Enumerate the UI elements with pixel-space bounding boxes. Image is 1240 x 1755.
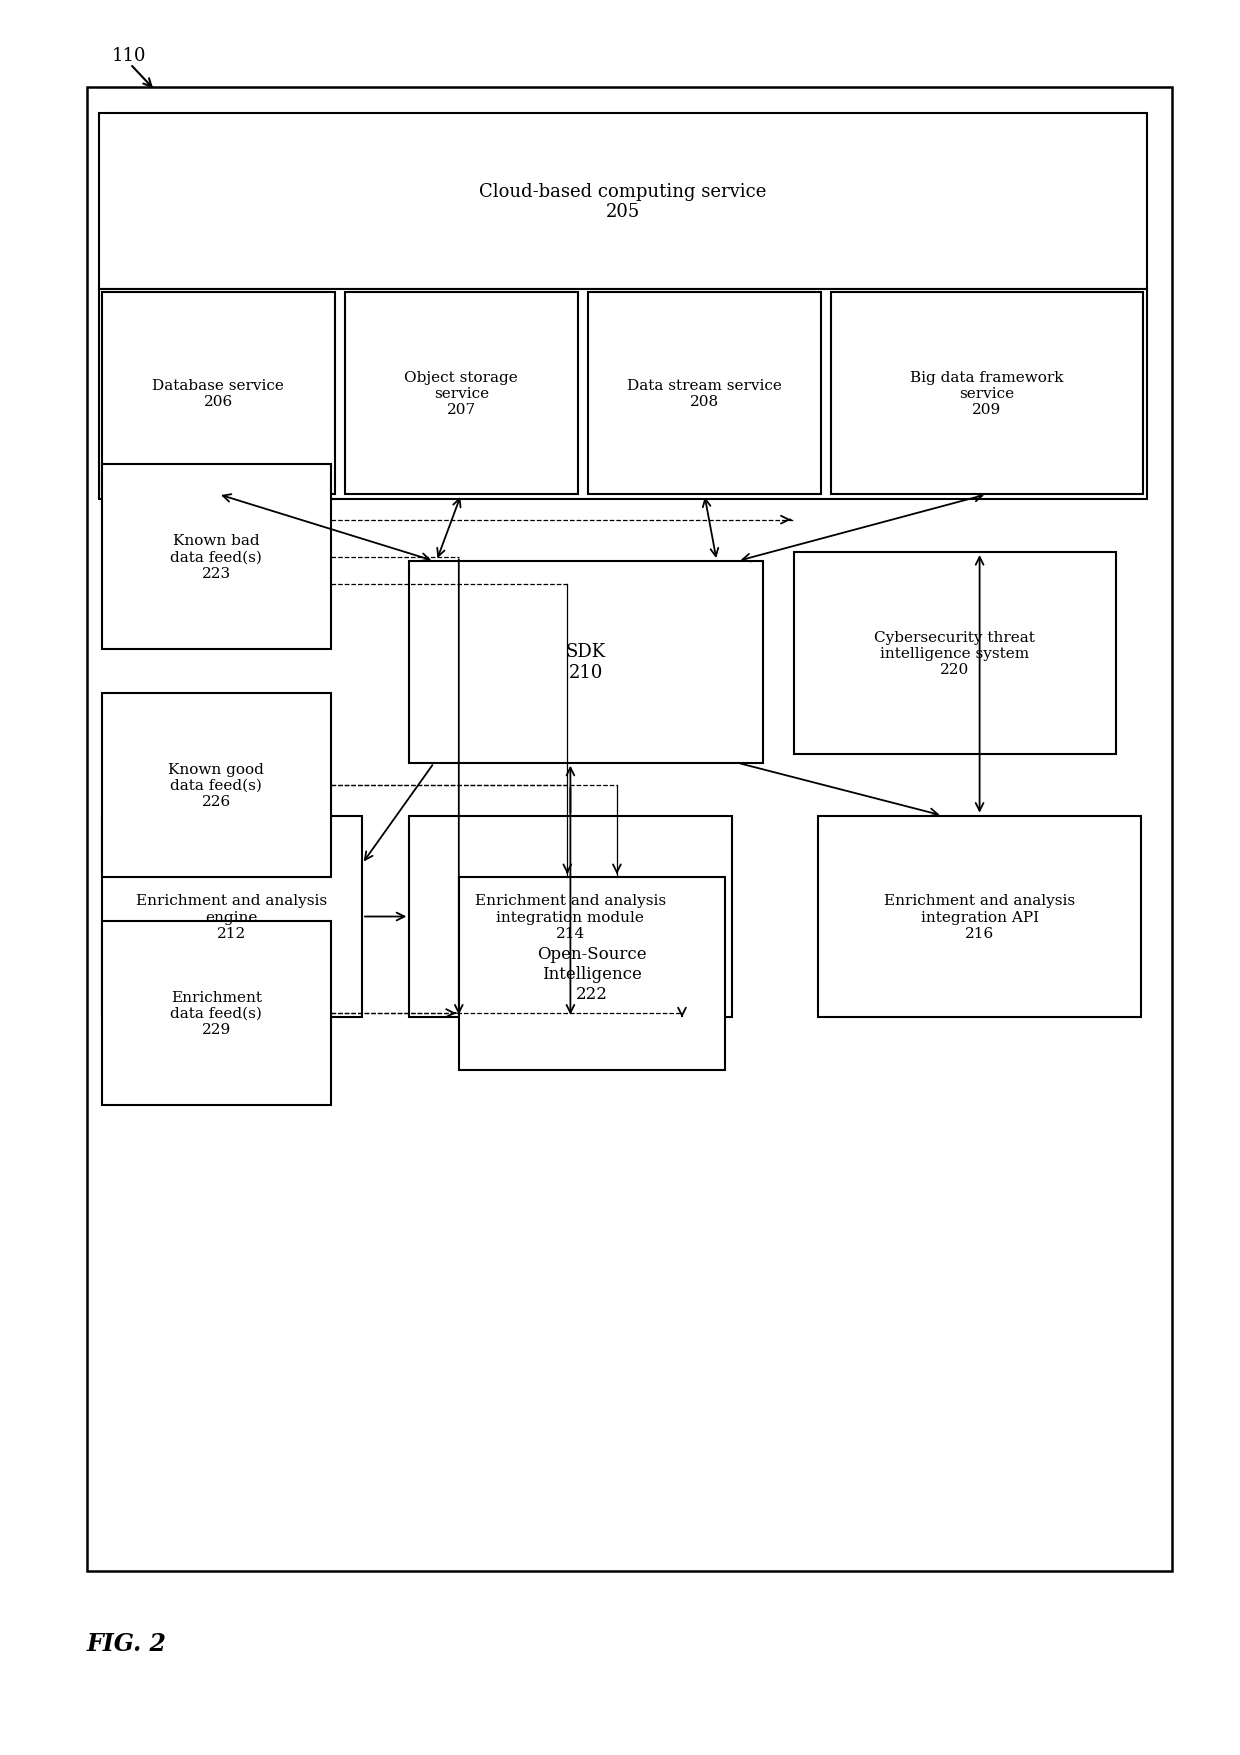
Text: Object storage
service
207: Object storage service 207 [404,370,518,418]
Bar [102,293,335,495]
Text: FIG. 2: FIG. 2 [87,1630,167,1655]
Text: Enrichment and analysis
engine
212: Enrichment and analysis engine 212 [136,893,327,941]
Bar [588,293,821,495]
Text: Enrichment
data feed(s)
229: Enrichment data feed(s) 229 [170,990,263,1037]
Text: Enrichment and analysis
integration module
214: Enrichment and analysis integration modu… [475,893,666,941]
Text: Known good
data feed(s)
226: Known good data feed(s) 226 [169,762,264,809]
Bar [102,465,331,649]
Bar [102,693,331,878]
Bar [87,88,1172,1571]
Bar [99,290,1147,500]
Text: Data stream service
208: Data stream service 208 [627,379,781,409]
Text: Open-Source
Intelligence
222: Open-Source Intelligence 222 [537,946,647,1002]
Text: Database service
206: Database service 206 [153,379,284,409]
Bar [102,921,331,1106]
Text: Enrichment and analysis
integration API
216: Enrichment and analysis integration API … [884,893,1075,941]
Text: Known bad
data feed(s)
223: Known bad data feed(s) 223 [170,534,263,581]
Text: Cybersecurity threat
intelligence system
220: Cybersecurity threat intelligence system… [874,630,1035,677]
Bar [831,293,1143,495]
Bar [102,816,362,1018]
Bar [345,293,578,495]
Text: Cloud-based computing service
205: Cloud-based computing service 205 [480,183,766,221]
Bar [409,562,763,763]
Text: 110: 110 [112,47,146,65]
Bar [99,114,1147,290]
Text: SDK
210: SDK 210 [565,642,606,683]
Bar [818,816,1141,1018]
Bar [794,553,1116,755]
Bar [409,816,732,1018]
Bar [459,878,725,1071]
Text: Big data framework
service
209: Big data framework service 209 [910,370,1064,418]
